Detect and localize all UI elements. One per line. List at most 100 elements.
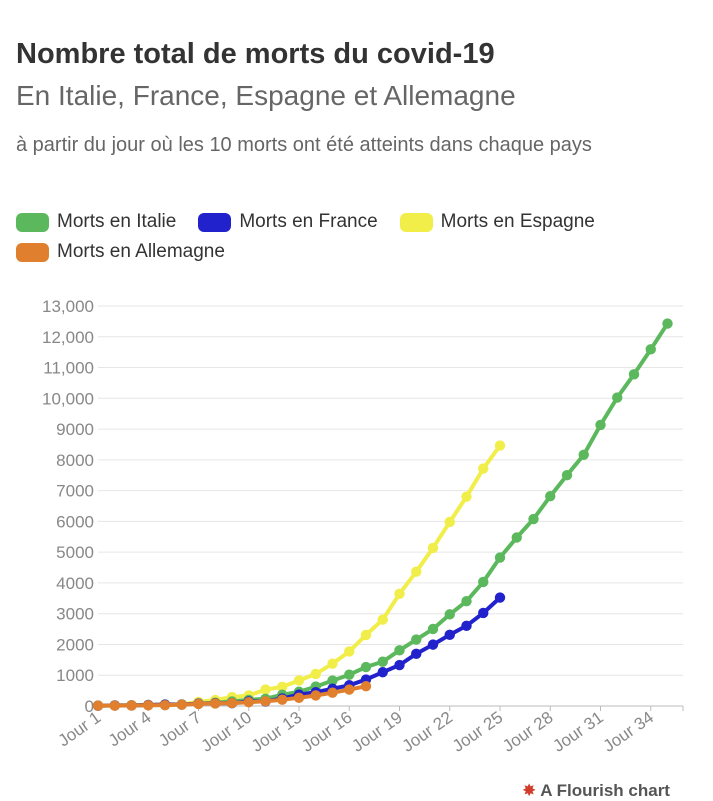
legend-item-espagne[interactable]: Morts en Espagne xyxy=(399,211,595,233)
data-point xyxy=(578,449,589,460)
y-tick-label: 5000 xyxy=(56,543,94,562)
x-tick-label: Jour 10 xyxy=(198,708,255,756)
data-point xyxy=(377,656,388,667)
data-point xyxy=(645,344,656,355)
data-point xyxy=(444,609,455,620)
data-point xyxy=(243,697,254,708)
x-tick-label: Jour 19 xyxy=(348,708,405,756)
legend-swatch-italie xyxy=(16,212,49,232)
x-tick-label: Jour 22 xyxy=(399,708,456,756)
data-point xyxy=(561,469,573,481)
x-tick-label: Jour 4 xyxy=(105,708,155,751)
y-tick-label: 2000 xyxy=(56,635,94,654)
data-point xyxy=(461,491,472,502)
series-line-0 xyxy=(96,321,670,708)
y-tick-label: 8000 xyxy=(56,451,94,470)
data-point xyxy=(478,576,489,588)
legend-label-italie: Morts en Italie xyxy=(57,211,177,232)
data-point xyxy=(109,700,120,711)
data-point xyxy=(427,542,439,554)
data-point xyxy=(394,645,405,656)
y-tick-label: 9000 xyxy=(56,420,94,439)
x-tick-label: Jour 16 xyxy=(298,708,355,756)
data-point xyxy=(545,490,556,502)
data-point xyxy=(344,684,355,695)
x-tick-label: Jour 1 xyxy=(55,708,105,751)
data-point xyxy=(528,513,539,525)
data-point xyxy=(427,623,439,635)
data-point xyxy=(226,697,238,709)
data-point xyxy=(444,516,455,528)
y-tick-label: 3000 xyxy=(56,605,94,624)
legend-item-france[interactable]: Morts en France xyxy=(198,211,378,233)
legend-label-france: Morts en France xyxy=(239,211,378,232)
legend-swatch-allemagne xyxy=(16,242,49,262)
data-point xyxy=(327,687,338,698)
data-point xyxy=(377,666,388,678)
legend: Morts en Italie Morts en France Morts en… xyxy=(16,207,706,267)
legend-item-italie[interactable]: Morts en Italie xyxy=(16,211,176,233)
data-point xyxy=(612,392,623,403)
data-point xyxy=(344,646,355,657)
y-tick-label: 13,000 xyxy=(42,297,94,316)
y-tick-label: 4000 xyxy=(56,574,94,593)
data-point xyxy=(511,532,522,543)
series-line-2 xyxy=(96,443,502,708)
legend-label-espagne: Morts en Espagne xyxy=(440,211,595,232)
y-tick-label: 1000 xyxy=(56,666,94,685)
data-point xyxy=(595,419,606,431)
data-point xyxy=(662,318,673,329)
data-point xyxy=(494,440,506,451)
data-point xyxy=(461,596,472,607)
data-point xyxy=(427,639,439,650)
legend-item-allemagne[interactable]: Morts en Allemagne xyxy=(16,241,225,263)
data-point xyxy=(310,690,321,701)
data-point xyxy=(360,680,372,692)
data-point xyxy=(494,592,506,603)
data-point xyxy=(628,369,640,380)
data-point xyxy=(394,659,405,671)
data-point xyxy=(327,658,338,669)
data-point xyxy=(143,700,154,711)
x-tick-label: Jour 7 xyxy=(155,708,205,751)
legend-swatch-espagne xyxy=(399,212,433,232)
data-point xyxy=(277,681,288,693)
data-point xyxy=(494,552,506,563)
data-point xyxy=(92,700,104,711)
data-point xyxy=(277,694,288,705)
data-point xyxy=(394,588,405,599)
y-tick-label: 6000 xyxy=(56,512,94,531)
data-point xyxy=(210,698,221,709)
x-tick-label: Jour 25 xyxy=(449,708,506,756)
data-point xyxy=(411,634,422,645)
x-tick-label: Jour 31 xyxy=(549,708,606,756)
flourish-logo-icon: ✸ xyxy=(522,781,537,800)
data-point xyxy=(293,692,305,703)
data-point xyxy=(444,629,455,640)
data-point xyxy=(360,629,372,641)
data-point xyxy=(360,661,372,673)
flourish-credit[interactable]: ✸ A Flourish chart xyxy=(522,781,670,801)
data-point xyxy=(478,463,489,474)
chart-title: Nombre total de morts du covid-19 xyxy=(16,38,495,70)
data-point xyxy=(478,607,489,619)
x-tick-label: Jour 13 xyxy=(248,708,305,756)
data-point xyxy=(176,699,187,710)
data-point xyxy=(193,698,204,710)
data-point xyxy=(293,675,305,686)
data-point xyxy=(344,669,355,680)
data-point xyxy=(411,648,422,660)
x-tick-label: Jour 28 xyxy=(499,708,556,756)
data-point xyxy=(260,695,271,707)
data-point xyxy=(327,675,338,686)
data-point xyxy=(377,614,388,625)
legend-row: Morts en Italie Morts en France Morts en… xyxy=(16,207,706,237)
credit-label: A Flourish chart xyxy=(540,781,670,800)
data-point xyxy=(126,700,137,711)
data-point xyxy=(310,668,321,680)
data-point xyxy=(411,566,422,577)
y-tick-label: 11,000 xyxy=(43,359,94,378)
data-point xyxy=(159,699,171,711)
legend-swatch-france xyxy=(198,212,232,232)
